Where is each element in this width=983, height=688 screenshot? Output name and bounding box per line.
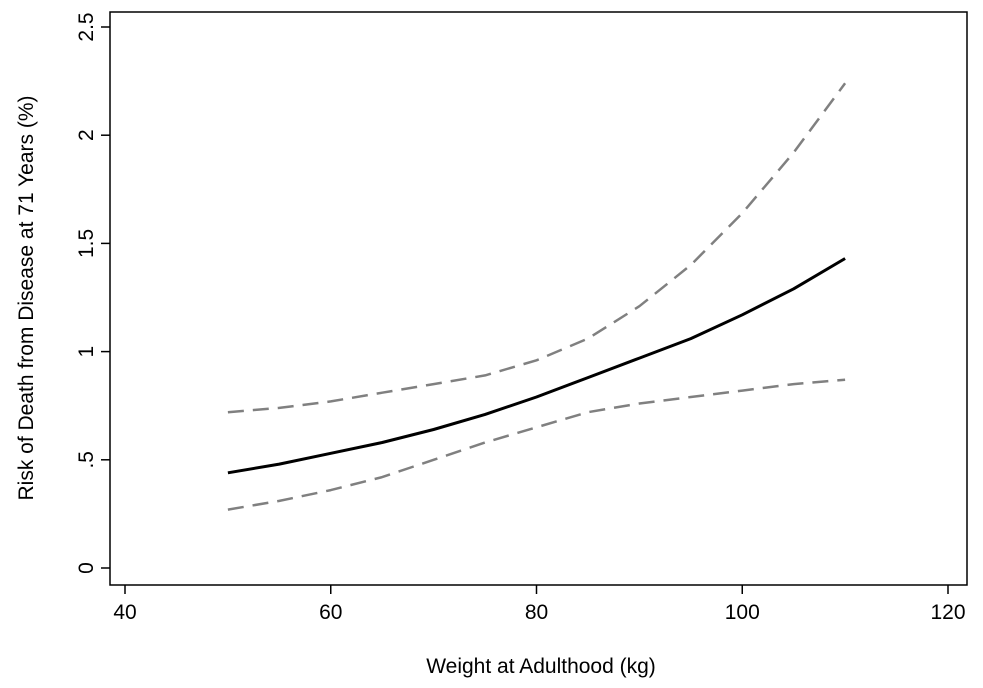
x-axis: 40 60 80 100 120 (113, 585, 966, 624)
y-axis: 0 .5 1 1.5 2 2.5 (75, 12, 110, 574)
x-tick-label: 40 (113, 601, 136, 624)
y-tick-label: 2 (75, 129, 98, 141)
x-axis-title: Weight at Adulthood (kg) (426, 655, 656, 678)
y-tick-label: 0 (75, 562, 98, 574)
x-tick-label: 100 (725, 601, 760, 624)
series-line-estimate (227, 257, 846, 475)
y-tick-label: 1.5 (75, 229, 98, 258)
y-tick-label: 2.5 (75, 12, 98, 41)
x-tick-label: 80 (525, 601, 548, 624)
series-line-lower-ci (227, 378, 846, 511)
plot-frame (109, 11, 968, 586)
y-axis-title: Risk of Death from Disease at 71 Years (… (15, 95, 38, 500)
series-line-upper-ci (227, 82, 847, 414)
series-layer (227, 82, 847, 511)
y-tick-label: 1 (75, 346, 98, 358)
x-tick-label: 60 (319, 601, 342, 624)
y-tick-label: .5 (75, 451, 98, 469)
x-tick-label: 120 (930, 601, 965, 624)
